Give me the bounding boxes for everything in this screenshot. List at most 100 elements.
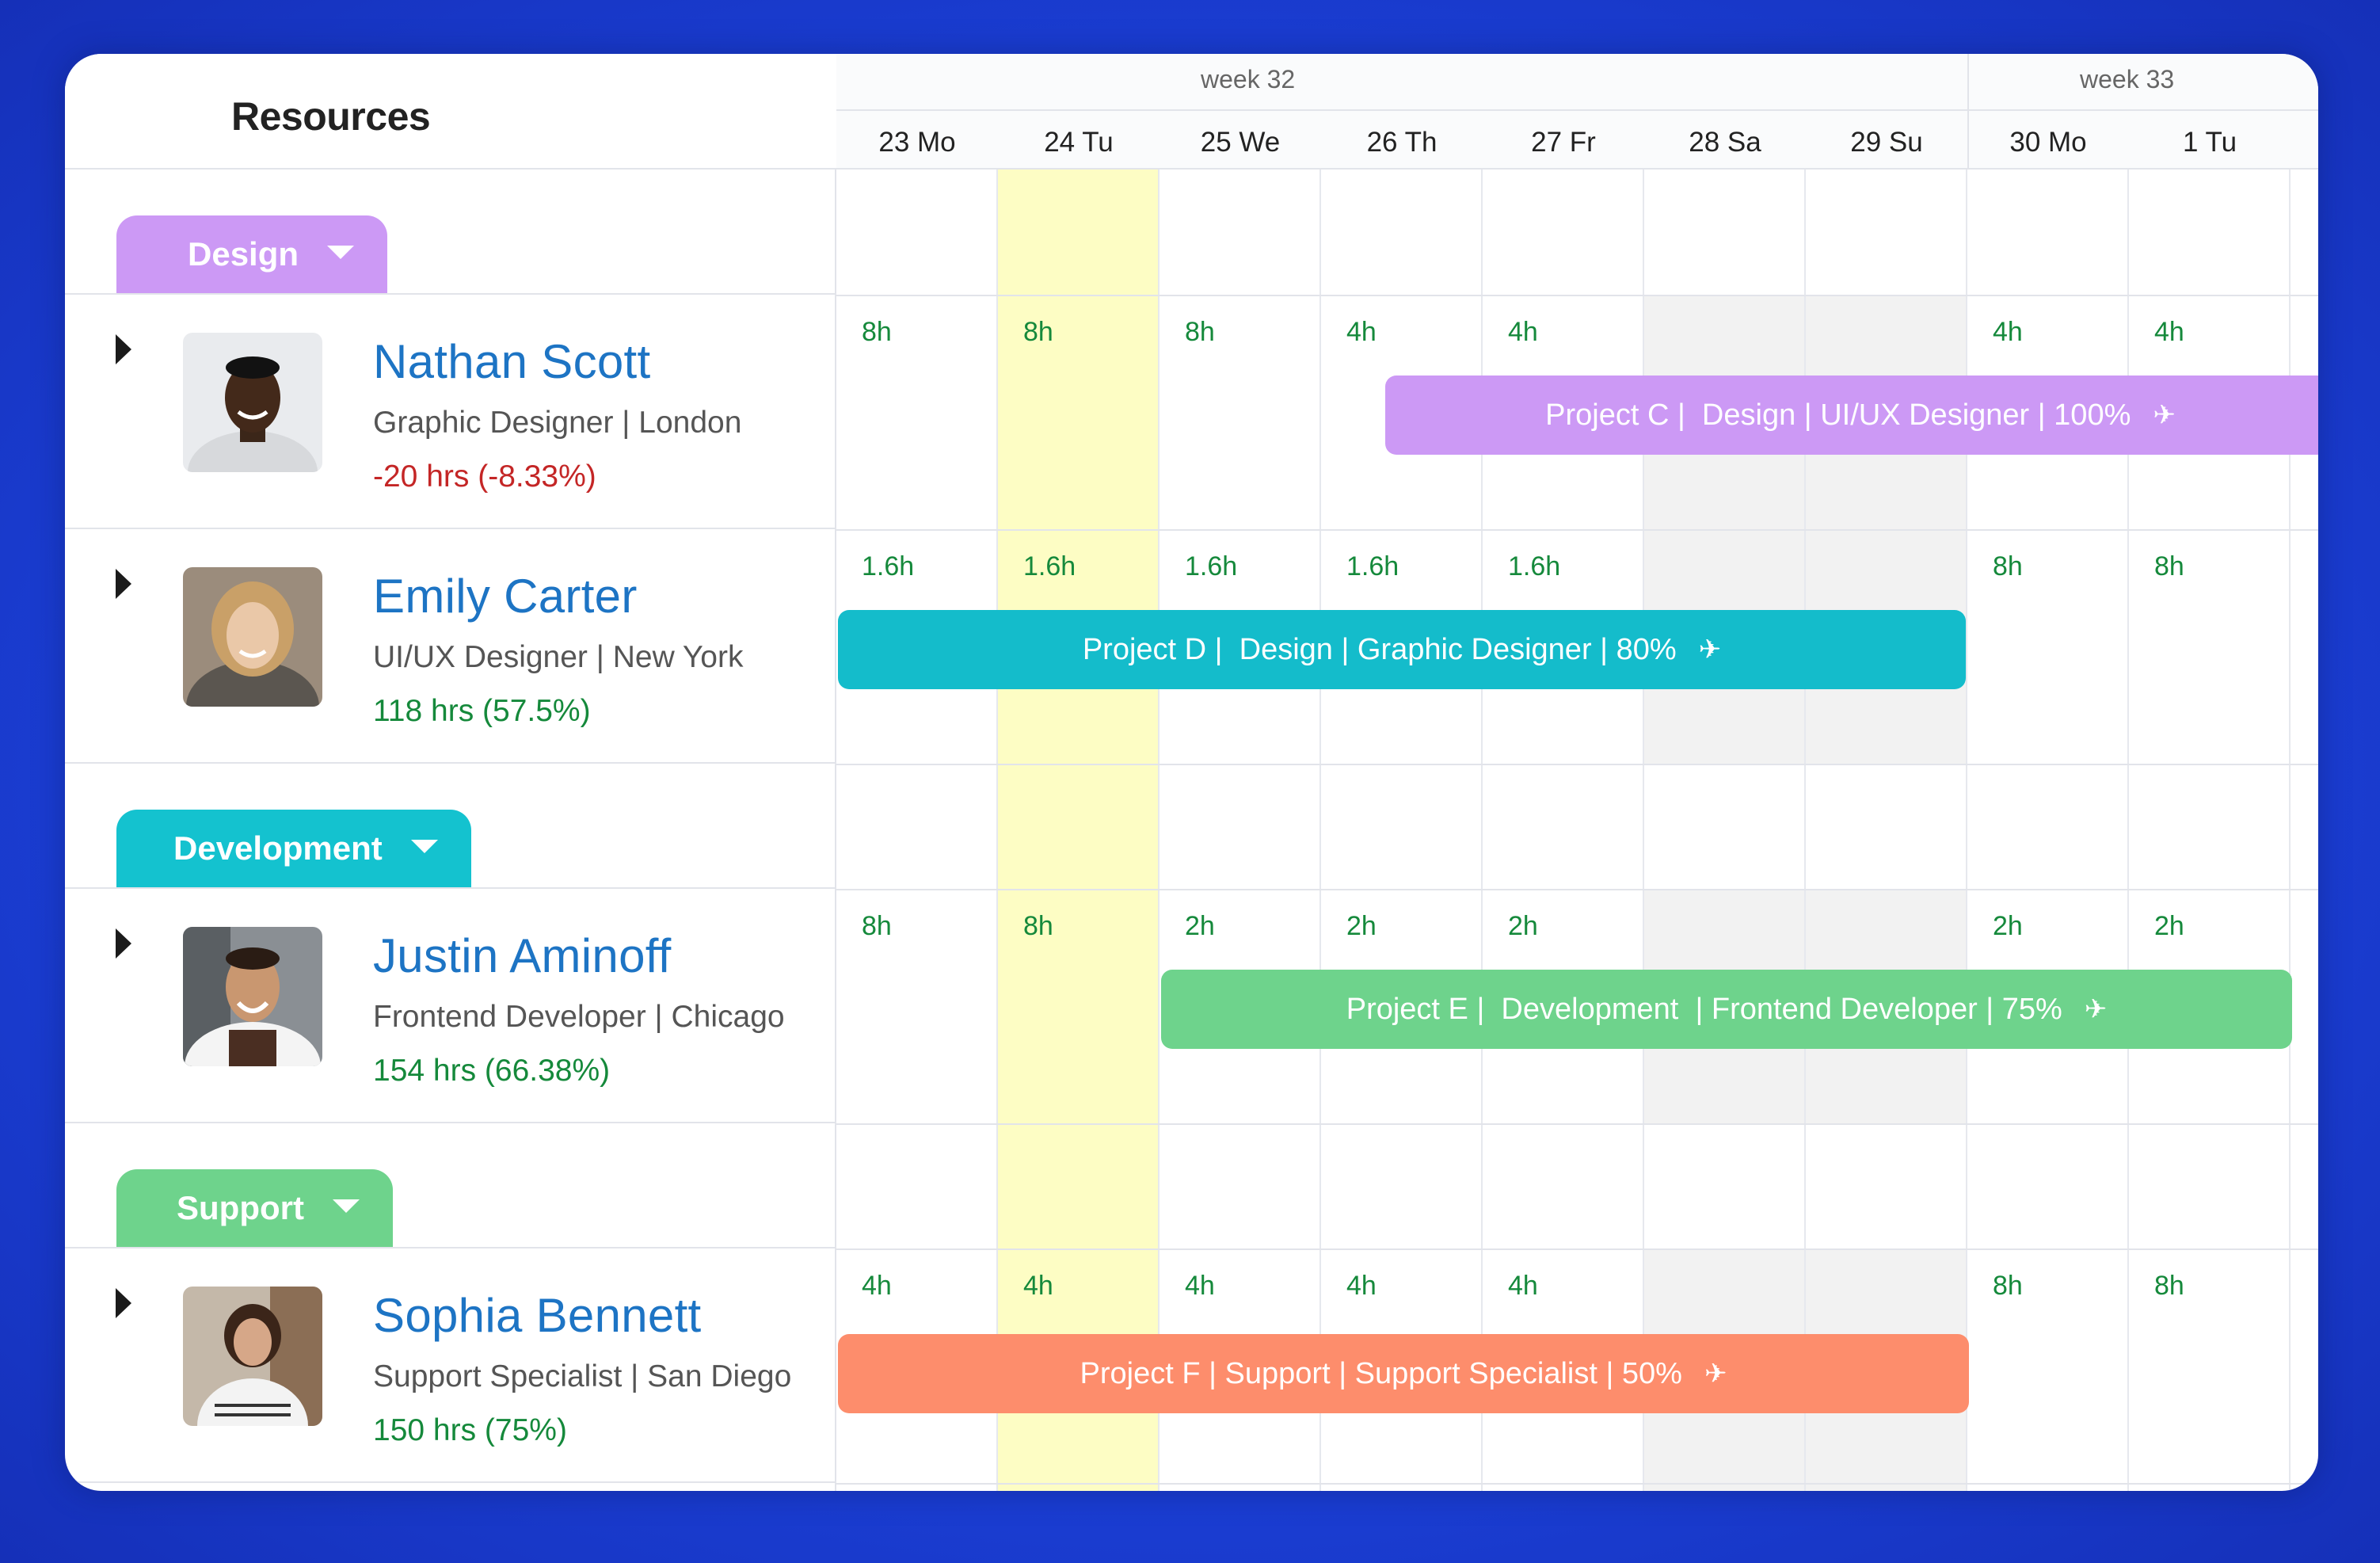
resource-name[interactable]: Sophia Bennett	[373, 1289, 702, 1342]
row-divider	[836, 295, 2318, 296]
week-divider	[1967, 54, 1969, 170]
assignment-label: Project D | Design | Graphic Designer | …	[1082, 632, 1677, 666]
day-column[interactable]	[1483, 170, 1644, 1491]
expand-arrow-icon[interactable]	[116, 1288, 131, 1318]
daily-hours: 8h	[1993, 1271, 2023, 1301]
day-column[interactable]	[1321, 170, 1483, 1491]
group-band-cell	[1644, 764, 1804, 889]
day-column[interactable]	[1160, 170, 1321, 1491]
daily-hours: 4h	[1346, 317, 1377, 347]
daily-hours: 8h	[862, 911, 892, 941]
plane-icon: ✈	[2084, 994, 2108, 1024]
row-divider	[836, 889, 2318, 890]
week-label: week 33	[2080, 65, 2175, 93]
assignment-label: Project F | Support | Support Specialist…	[1080, 1356, 1682, 1390]
avatar	[183, 333, 322, 472]
daily-hours: 4h	[1346, 1271, 1377, 1301]
timeline-grid: week 32 week 33 23 Mo 24 Tu 25 We 26 Th 27 F…	[836, 54, 2318, 1491]
resource-role: Frontend Developer | Chicago	[373, 1000, 785, 1034]
resource-hours-summary: -20 hrs (-8.33%)	[373, 459, 596, 494]
row-divider	[836, 1123, 2318, 1125]
daily-hours: 8h	[1993, 551, 2023, 581]
row-divider	[836, 1248, 2318, 1250]
assignment-bar-project-d[interactable]: Project D | Design | Graphic Designer | …	[838, 610, 1966, 689]
assignment-label: Project C | Design | UI/UX Designer | 10…	[1545, 398, 2131, 432]
resource-name[interactable]: Justin Aminoff	[373, 929, 672, 982]
daily-hours: 4h	[1508, 1271, 1538, 1301]
caret-down-icon	[327, 245, 355, 259]
daily-hours: 8h	[2154, 551, 2184, 581]
caret-down-icon	[410, 839, 438, 853]
resource-role: Support Specialist | San Diego	[373, 1359, 792, 1393]
daily-hours: 4h	[1508, 317, 1538, 347]
daily-hours: 8h	[1023, 317, 1053, 347]
day-column[interactable]	[2129, 170, 2291, 1491]
daily-hours: 8h	[862, 317, 892, 347]
daily-hours: 2h	[1346, 911, 1377, 941]
group-toggle-development[interactable]: Development	[116, 810, 471, 887]
daily-hours: 4h	[1993, 317, 2023, 347]
resource-role: Graphic Designer | London	[373, 406, 742, 440]
resource-hours-summary: 150 hrs (75%)	[373, 1413, 567, 1447]
assignment-label: Project E | Development | Frontend Devel…	[1346, 992, 2062, 1026]
day-label: 24 Tu	[1044, 127, 1114, 158]
group-row-design: Design	[65, 170, 836, 295]
daily-hours: 1.6h	[1185, 551, 1238, 581]
week-header: week 32 week 33	[836, 54, 2318, 111]
group-band-cell	[1644, 170, 1804, 295]
daily-hours: 4h	[862, 1271, 892, 1301]
expand-arrow-icon[interactable]	[116, 334, 131, 364]
assignment-bar-project-e[interactable]: Project E | Development | Frontend Devel…	[1161, 970, 2292, 1049]
group-toggle-support[interactable]: Support	[116, 1169, 393, 1247]
group-toggle-design[interactable]: Design	[116, 215, 388, 293]
daily-hours: 4h	[1185, 1271, 1215, 1301]
resource-name[interactable]: Nathan Scott	[373, 335, 651, 388]
avatar	[183, 927, 322, 1066]
daily-hours: 8h	[1023, 911, 1053, 941]
resource-row-emily-carter[interactable]: Emily Carter UI/UX Designer | New York 1…	[65, 529, 836, 764]
daily-hours: 2h	[1508, 911, 1538, 941]
assignment-bar-project-c[interactable]: Project C | Design | UI/UX Designer | 10…	[1385, 376, 2318, 455]
group-label: Design	[188, 235, 299, 273]
daily-hours: 8h	[1185, 317, 1215, 347]
resource-row-sophia-bennett[interactable]: Sophia Bennett Support Specialist | San …	[65, 1248, 836, 1483]
day-header: 23 Mo 24 Tu 25 We 26 Th 27 Fr 28 Sa 29 Su 30 Mo…	[836, 111, 2318, 170]
day-label: 1 Tu	[2182, 127, 2237, 158]
expand-arrow-icon[interactable]	[116, 928, 131, 959]
daily-hours: 4h	[1023, 1271, 1053, 1301]
group-band-cell	[1806, 764, 1966, 889]
day-label: 28 Sa	[1689, 127, 1761, 158]
daily-hours: 1.6h	[1023, 551, 1076, 581]
plane-icon: ✈	[1698, 635, 1722, 665]
resource-role: UI/UX Designer | New York	[373, 640, 744, 674]
scheduler-panel: Resources Design Nathan Scott	[65, 54, 2318, 1491]
day-label: 27 Fr	[1531, 127, 1596, 158]
day-label: 23 Mo	[878, 127, 956, 158]
daily-hours: 2h	[1993, 911, 2023, 941]
daily-hours: 1.6h	[1346, 551, 1399, 581]
resource-hours-summary: 118 hrs (57.5%)	[373, 694, 591, 728]
row-divider	[836, 1483, 2318, 1485]
resource-row-nathan-scott[interactable]: Nathan Scott Graphic Designer | London -…	[65, 295, 836, 529]
day-column[interactable]	[836, 170, 998, 1491]
day-label: 26 Th	[1366, 127, 1438, 158]
row-divider	[836, 529, 2318, 531]
resource-row-justin-aminoff[interactable]: Justin Aminoff Frontend Developer | Chic…	[65, 889, 836, 1123]
day-column[interactable]	[1967, 170, 2129, 1491]
group-label: Development	[173, 829, 383, 867]
avatar	[183, 1287, 322, 1426]
expand-arrow-icon[interactable]	[116, 569, 131, 599]
group-row-development: Development	[65, 764, 836, 889]
daily-hours: 8h	[2154, 1271, 2184, 1301]
resources-title: Resources	[231, 94, 431, 139]
daily-hours: 2h	[2154, 911, 2184, 941]
resource-name[interactable]: Emily Carter	[373, 570, 638, 623]
caret-down-icon	[332, 1199, 360, 1213]
assignment-bar-project-f[interactable]: Project F | Support | Support Specialist…	[838, 1334, 1969, 1413]
group-band-cell	[1644, 1123, 1804, 1248]
daily-hours: 1.6h	[1508, 551, 1561, 581]
group-row-support: Support	[65, 1123, 836, 1248]
day-column[interactable]	[998, 170, 1160, 1491]
day-label: 25 We	[1200, 127, 1281, 158]
daily-hours: 4h	[2154, 317, 2184, 347]
